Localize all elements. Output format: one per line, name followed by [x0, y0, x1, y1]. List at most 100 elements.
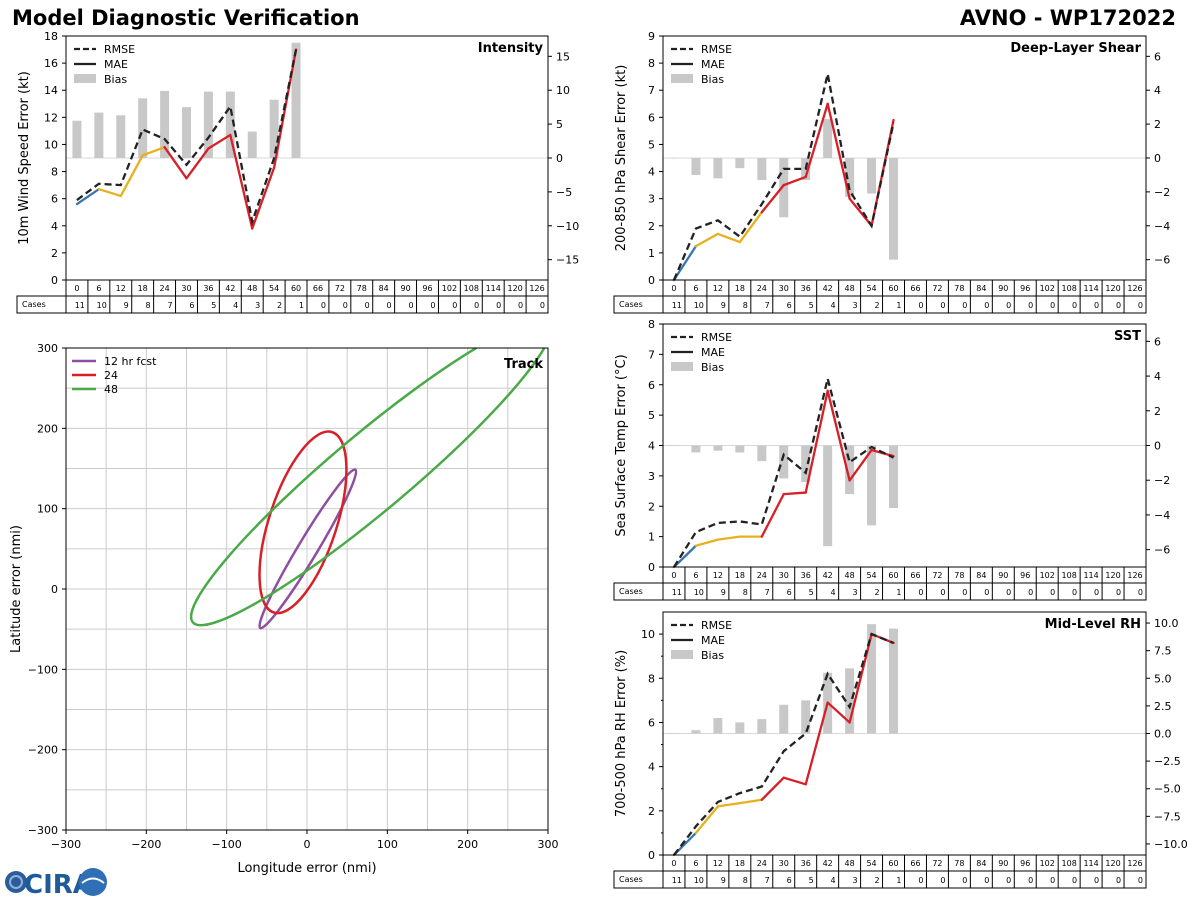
mae-segment	[760, 183, 785, 214]
case-count: 11	[672, 301, 682, 310]
hour-label: 102	[1040, 859, 1055, 868]
hour-label: 72	[335, 284, 345, 293]
legend-mae-label: MAE	[701, 346, 725, 359]
bias-bar	[889, 158, 899, 260]
y-tick-label: 0	[51, 274, 58, 287]
bias-bar	[845, 668, 855, 734]
bias-bar	[735, 445, 745, 453]
y2-tick-label: −7.5	[1154, 810, 1181, 823]
y-tick-label: 7	[648, 84, 655, 97]
case-count: 8	[743, 876, 748, 885]
legend-rmse-label: RMSE	[701, 619, 732, 632]
case-count: 5	[211, 301, 216, 310]
case-count: 0	[365, 301, 370, 310]
y2-tick-label: 0	[556, 152, 563, 165]
mae-segment	[760, 776, 785, 801]
hour-label: 18	[735, 859, 745, 868]
hour-label: 6	[693, 571, 698, 580]
hour-label: 66	[910, 571, 920, 580]
case-count: 2	[874, 876, 879, 885]
bias-bar	[713, 445, 723, 451]
cases-label: Cases	[619, 300, 643, 309]
bias-bar	[138, 98, 148, 158]
case-count: 8	[743, 588, 748, 597]
hour-label: 12	[713, 284, 723, 293]
bias-bar	[735, 158, 745, 169]
hour-label: 114	[486, 284, 501, 293]
hour-label: 24	[757, 859, 767, 868]
legend-rmse-label: RMSE	[104, 43, 135, 56]
hour-label: 36	[203, 284, 213, 293]
y2-tick-label: 5	[556, 118, 563, 131]
mae-segment	[826, 102, 851, 200]
y-axis-label: Sea Surface Temp Error (°C)	[614, 354, 629, 536]
hour-label: 42	[823, 571, 833, 580]
x-tick-label: 0	[304, 838, 311, 851]
case-count: 0	[1116, 876, 1121, 885]
hour-label: 36	[801, 571, 811, 580]
legend-mae-label: MAE	[104, 58, 128, 71]
case-count: 0	[1138, 588, 1143, 597]
y2-tick-label: −15	[556, 254, 579, 267]
hour-label: 6	[693, 284, 698, 293]
hour-label: 114	[1083, 859, 1098, 868]
hour-label: 84	[976, 571, 986, 580]
chart-title: Track	[504, 357, 543, 372]
y2-tick-label: 7.5	[1154, 645, 1172, 658]
mae-segment	[163, 146, 188, 180]
mae-segment	[207, 133, 232, 150]
bias-bar	[779, 704, 789, 734]
y-tick-label: 8	[51, 166, 58, 179]
hour-label: 90	[998, 284, 1008, 293]
y-axis-label: 700-500 hPa RH Error (%)	[614, 650, 629, 817]
y2-tick-label: 0	[1154, 152, 1161, 165]
case-count: 0	[984, 588, 989, 597]
hour-label: 120	[1105, 284, 1120, 293]
case-count: 0	[1116, 588, 1121, 597]
bias-bar	[867, 445, 877, 526]
page-title: Model Diagnostic Verification	[12, 6, 360, 30]
hour-label: 120	[507, 284, 522, 293]
bias-bar	[669, 445, 679, 446]
legend-bias-swatch	[671, 650, 693, 659]
y2-tick-label: 4	[1154, 370, 1161, 383]
case-count: 0	[962, 876, 967, 885]
bias-bar	[669, 733, 679, 734]
hour-label: 84	[379, 284, 389, 293]
case-count: 7	[765, 876, 770, 885]
hour-label: 0	[671, 284, 676, 293]
y2-tick-label: −10	[556, 220, 579, 233]
y-tick-label: 0	[51, 583, 58, 596]
y-tick-label: 100	[37, 503, 58, 516]
mae-segment	[672, 244, 698, 282]
y-tick-label: 0	[648, 274, 655, 287]
case-count: 11	[672, 588, 682, 597]
y-tick-label: 6	[648, 379, 655, 392]
legend-bias-swatch	[671, 74, 693, 83]
hour-label: 120	[1105, 859, 1120, 868]
hour-label: 48	[845, 859, 855, 868]
legend-mae-label: MAE	[701, 58, 725, 71]
case-count: 10	[694, 301, 704, 310]
hour-label: 114	[1083, 284, 1098, 293]
rmse-line	[76, 49, 298, 227]
chart-title: Mid-Level RH	[1045, 617, 1141, 632]
case-count: 7	[167, 301, 172, 310]
hour-label: 84	[976, 859, 986, 868]
case-count: 9	[721, 588, 726, 597]
case-count: 0	[1072, 876, 1077, 885]
case-count: 0	[321, 301, 326, 310]
case-count: 4	[831, 876, 836, 885]
bias-bar	[779, 158, 789, 218]
hour-label: 18	[138, 284, 148, 293]
bias-bar	[735, 722, 745, 734]
legend-bias-swatch	[671, 362, 693, 371]
bias-bar	[889, 628, 899, 734]
mae-segment	[716, 535, 741, 541]
case-count: 6	[189, 301, 194, 310]
bias-bar	[823, 445, 833, 547]
mae-segment	[804, 389, 829, 494]
hour-label: 108	[1062, 859, 1077, 868]
hour-label: 60	[888, 284, 898, 293]
